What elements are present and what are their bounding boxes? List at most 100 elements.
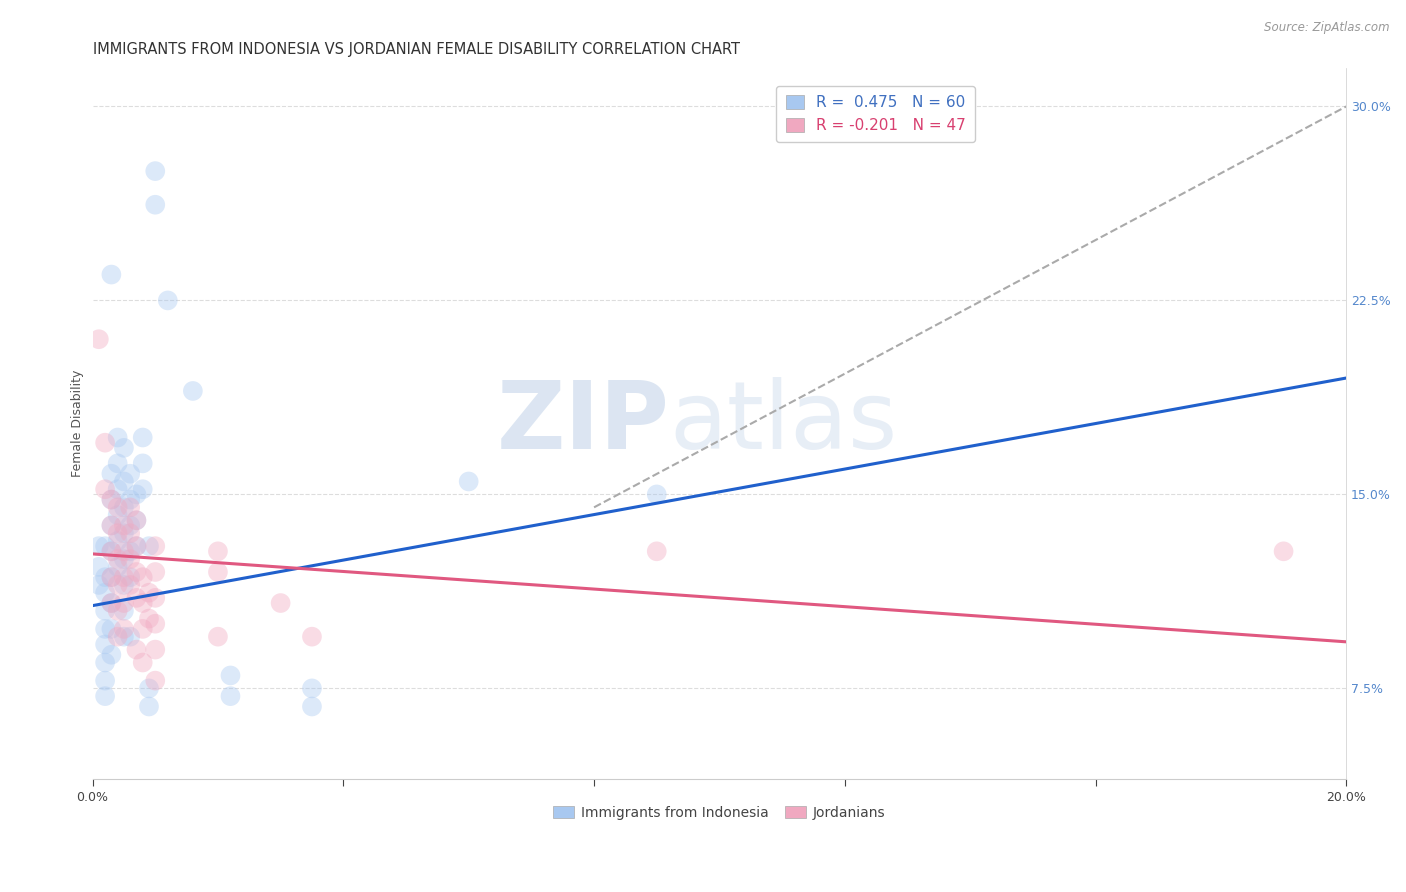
Point bbox=[100, 648, 122, 662]
Point bbox=[100, 544, 122, 558]
Point bbox=[87, 539, 110, 553]
Point bbox=[107, 604, 129, 618]
Point bbox=[112, 526, 135, 541]
Point bbox=[132, 596, 155, 610]
Point bbox=[100, 596, 122, 610]
Point bbox=[143, 616, 166, 631]
Point bbox=[94, 622, 117, 636]
Point bbox=[645, 544, 668, 558]
Legend: Immigrants from Indonesia, Jordanians: Immigrants from Indonesia, Jordanians bbox=[547, 800, 891, 825]
Point bbox=[143, 565, 166, 579]
Text: IMMIGRANTS FROM INDONESIA VS JORDANIAN FEMALE DISABILITY CORRELATION CHART: IMMIGRANTS FROM INDONESIA VS JORDANIAN F… bbox=[93, 42, 740, 57]
Point bbox=[100, 492, 122, 507]
Point bbox=[120, 552, 142, 566]
Point bbox=[156, 293, 179, 308]
Point bbox=[132, 622, 155, 636]
Point bbox=[143, 642, 166, 657]
Point bbox=[132, 430, 155, 444]
Point bbox=[94, 585, 117, 599]
Point bbox=[120, 526, 142, 541]
Point bbox=[219, 668, 242, 682]
Point bbox=[112, 630, 135, 644]
Point bbox=[100, 467, 122, 481]
Point bbox=[181, 384, 204, 398]
Point bbox=[112, 578, 135, 592]
Point bbox=[125, 539, 148, 553]
Point bbox=[120, 467, 142, 481]
Point bbox=[112, 475, 135, 489]
Point bbox=[120, 500, 142, 515]
Point bbox=[112, 552, 135, 566]
Point bbox=[94, 539, 117, 553]
Point bbox=[100, 518, 122, 533]
Point bbox=[107, 578, 129, 592]
Point bbox=[112, 570, 135, 584]
Point bbox=[100, 544, 122, 558]
Point bbox=[138, 699, 160, 714]
Point bbox=[138, 539, 160, 553]
Point bbox=[143, 539, 166, 553]
Point bbox=[94, 482, 117, 496]
Point bbox=[143, 164, 166, 178]
Point bbox=[94, 689, 117, 703]
Point bbox=[107, 526, 129, 541]
Point bbox=[87, 559, 110, 574]
Point bbox=[207, 630, 229, 644]
Point bbox=[107, 559, 129, 574]
Point bbox=[112, 441, 135, 455]
Point bbox=[125, 539, 148, 553]
Point bbox=[107, 500, 129, 515]
Point bbox=[270, 596, 292, 610]
Point bbox=[207, 565, 229, 579]
Point bbox=[125, 487, 148, 501]
Point bbox=[301, 699, 323, 714]
Point bbox=[138, 585, 160, 599]
Point bbox=[132, 656, 155, 670]
Point bbox=[87, 332, 110, 346]
Point bbox=[94, 637, 117, 651]
Point bbox=[107, 552, 129, 566]
Point bbox=[100, 518, 122, 533]
Point bbox=[107, 630, 129, 644]
Point bbox=[301, 681, 323, 696]
Point bbox=[138, 681, 160, 696]
Point bbox=[645, 487, 668, 501]
Point bbox=[143, 673, 166, 688]
Point bbox=[132, 456, 155, 470]
Point bbox=[94, 604, 117, 618]
Point bbox=[87, 578, 110, 592]
Y-axis label: Female Disability: Female Disability bbox=[72, 369, 84, 477]
Point bbox=[125, 642, 148, 657]
Point bbox=[112, 544, 135, 558]
Point bbox=[1272, 544, 1295, 558]
Point bbox=[107, 430, 129, 444]
Point bbox=[120, 570, 142, 584]
Point bbox=[107, 533, 129, 548]
Point bbox=[125, 513, 148, 527]
Point bbox=[100, 570, 122, 584]
Point bbox=[94, 673, 117, 688]
Text: ZIP: ZIP bbox=[496, 377, 669, 469]
Point bbox=[120, 578, 142, 592]
Point bbox=[125, 591, 148, 605]
Text: Source: ZipAtlas.com: Source: ZipAtlas.com bbox=[1264, 21, 1389, 35]
Point bbox=[132, 482, 155, 496]
Point bbox=[112, 518, 135, 533]
Point bbox=[143, 591, 166, 605]
Point bbox=[100, 622, 122, 636]
Point bbox=[100, 596, 122, 610]
Point bbox=[120, 630, 142, 644]
Point bbox=[120, 544, 142, 558]
Point bbox=[107, 482, 129, 496]
Point bbox=[120, 518, 142, 533]
Point bbox=[143, 198, 166, 212]
Point bbox=[100, 268, 122, 282]
Point bbox=[94, 656, 117, 670]
Point bbox=[219, 689, 242, 703]
Point bbox=[112, 500, 135, 515]
Point bbox=[120, 492, 142, 507]
Point bbox=[125, 565, 148, 579]
Point bbox=[100, 570, 122, 584]
Point bbox=[94, 570, 117, 584]
Point bbox=[132, 570, 155, 584]
